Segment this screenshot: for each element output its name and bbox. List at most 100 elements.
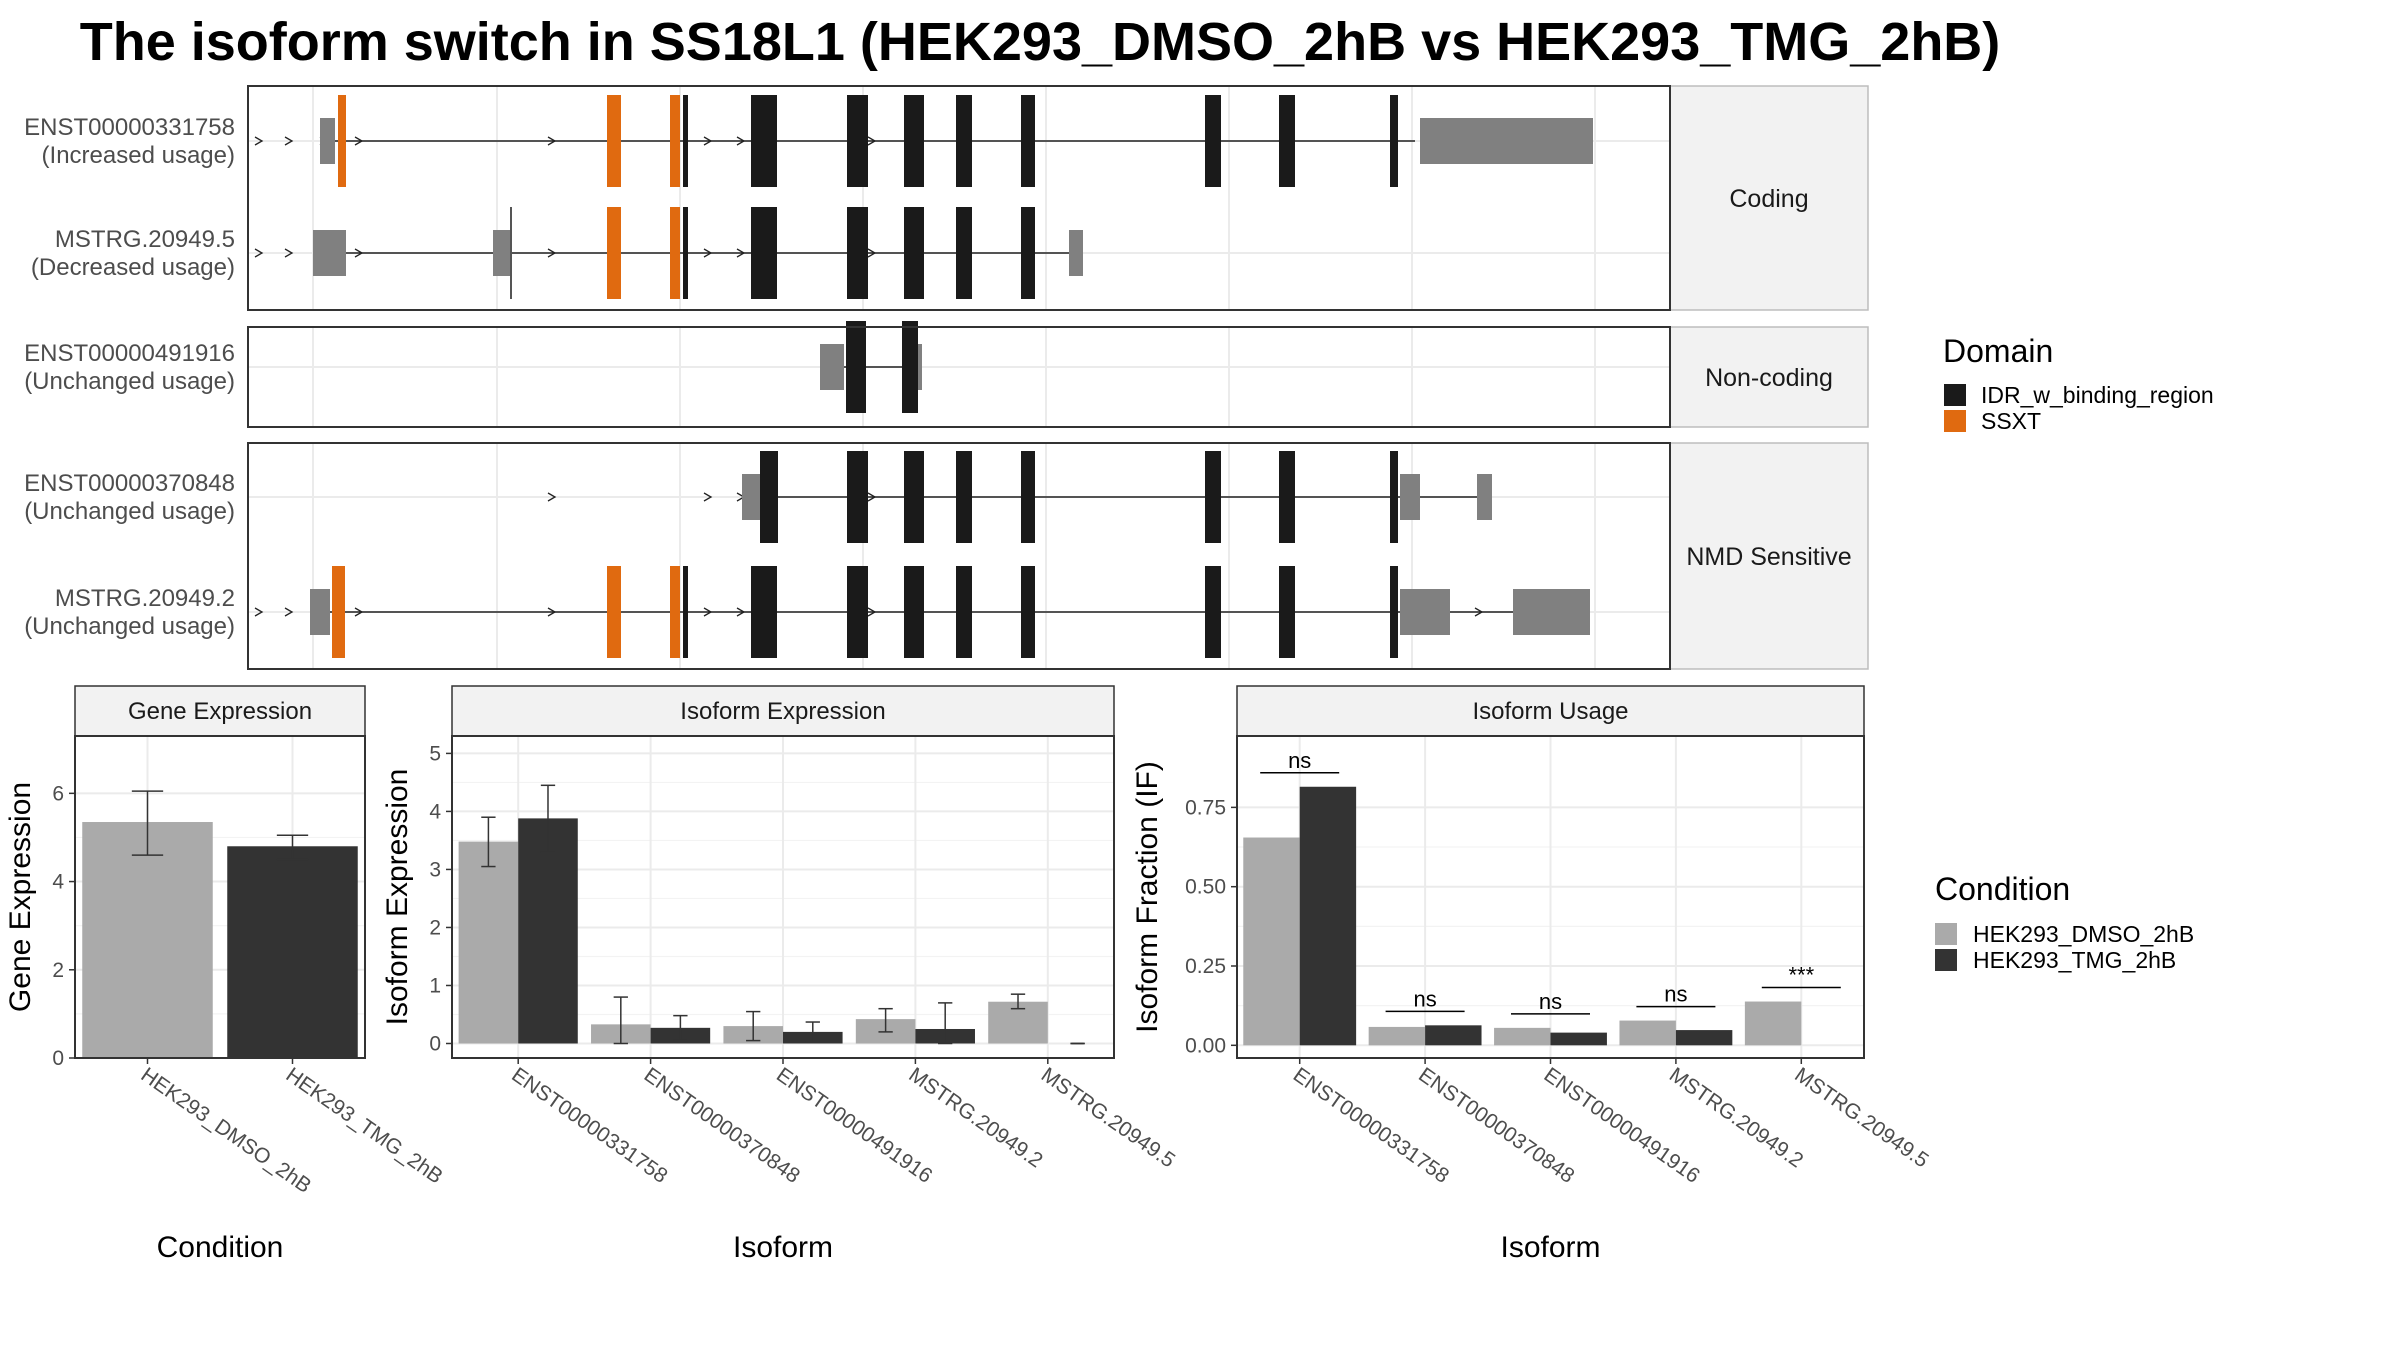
- bar: [227, 846, 358, 1058]
- chart-title: Isoform Expression: [680, 698, 885, 725]
- utr-exon: [1400, 474, 1420, 520]
- facet-background: [248, 327, 1670, 427]
- transcript-track: ENST00000370848(Unchanged usage): [24, 451, 1492, 543]
- facet-border: [247, 326, 1671, 428]
- idr-domain-exon: [1279, 566, 1295, 658]
- y-tick-label: 2: [429, 916, 441, 939]
- bar: [82, 822, 213, 1058]
- intron-arrow: [867, 607, 877, 617]
- transcript-track: MSTRG.20949.2(Unchanged usage): [24, 566, 1590, 658]
- y-tick-label: 0.25: [1185, 955, 1226, 978]
- intron-arrow: [547, 248, 557, 258]
- utr-exon: [1477, 474, 1492, 520]
- facet-border: [247, 442, 1671, 670]
- bar: [1550, 1032, 1607, 1046]
- ssxt-domain-exon: [338, 95, 346, 187]
- idr-domain-exon: [956, 95, 972, 187]
- intron-arrow: [703, 492, 713, 502]
- facet-strip: [1669, 326, 1869, 428]
- legend-entry: HEK293_TMG_2hB: [1973, 947, 2176, 973]
- intron-arrow: [703, 136, 713, 146]
- intron-arrow: [254, 607, 264, 617]
- bar: [1619, 1020, 1676, 1046]
- bar: [1744, 1001, 1802, 1046]
- isoform-usage-chart: Isoform Usage 0.00 0.25 0.50 0.75 ns ns ns ns ***…: [1131, 685, 1933, 1264]
- y-tick-label: 4: [429, 800, 441, 823]
- idr-domain-exon: [751, 566, 777, 658]
- transcript-id: ENST00000491916: [24, 340, 235, 367]
- utr-exon: [742, 474, 760, 520]
- y-axis-title: Gene Expression: [4, 782, 37, 1012]
- plot-border: [1236, 735, 1865, 1059]
- y-tick-label: 0: [429, 1032, 441, 1055]
- y-tick-label: 0.75: [1185, 796, 1226, 819]
- isoform-expression-chart: Isoform Expression012345ENST00000331758E…: [381, 685, 1179, 1264]
- x-axis-title: Isoform: [1500, 1231, 1600, 1264]
- idr-domain-exon: [847, 207, 868, 299]
- transcript-id: MSTRG.20949.2: [55, 585, 235, 612]
- ssxt-domain-exon: [670, 95, 680, 187]
- legend-entry: SSXT: [1981, 408, 2041, 434]
- idr-domain-exon: [1279, 451, 1295, 543]
- idr-domain-exon: [956, 207, 972, 299]
- ssxt-domain-exon: [670, 207, 680, 299]
- intron-arrow: [867, 136, 877, 146]
- idr-domain-exon: [904, 566, 924, 658]
- intron-arrow: [354, 248, 364, 258]
- idr-domain-exon: [1390, 95, 1398, 187]
- intron-arrow: [867, 492, 877, 502]
- transcript-track: ENST00000331758(Increased usage): [24, 95, 1593, 187]
- intron-arrow: [547, 492, 557, 502]
- utr-exon: [320, 118, 335, 164]
- y-tick-label: 0.00: [1185, 1034, 1226, 1057]
- y-tick-label: 1: [429, 974, 441, 997]
- x-axis-title: Isoform: [733, 1231, 833, 1264]
- chart-strip: [451, 685, 1115, 737]
- intron-arrow: [547, 136, 557, 146]
- idr-domain-exon: [904, 95, 924, 187]
- idr-domain-exon: [1021, 95, 1035, 187]
- transcript-usage: (Unchanged usage): [24, 498, 235, 525]
- intron-arrow: [354, 136, 364, 146]
- transcript-usage: (Increased usage): [42, 142, 235, 169]
- utr-exon: [1420, 118, 1593, 164]
- y-tick-label: 0.50: [1185, 876, 1226, 899]
- ssxt-domain-exon: [607, 207, 621, 299]
- idr-domain-exon: [902, 321, 918, 413]
- plot-border: [451, 735, 1115, 1059]
- intron-arrow: [284, 136, 294, 146]
- facet-border: [247, 85, 1671, 311]
- x-tick-label: MSTRG.20949.2: [905, 1063, 1047, 1172]
- y-tick-label: 0: [52, 1047, 64, 1070]
- facet-label: Non-coding: [1705, 364, 1833, 392]
- legend-swatch: [1935, 949, 1957, 971]
- y-tick-label: 6: [52, 782, 64, 805]
- idr-domain-exon: [1390, 566, 1398, 658]
- intron-arrow: [254, 136, 264, 146]
- idr-domain-exon: [1021, 207, 1035, 299]
- transcript-id: MSTRG.20949.5: [55, 226, 235, 253]
- intron-arrow: [703, 248, 713, 258]
- utr-exon: [1513, 589, 1590, 635]
- significance-label: ns: [1288, 748, 1311, 773]
- idr-domain-exon: [1205, 566, 1221, 658]
- ssxt-domain-exon: [332, 566, 345, 658]
- utr-exon: [310, 589, 330, 635]
- legend-entry: HEK293_DMSO_2hB: [1973, 921, 2194, 947]
- y-tick-label: 5: [429, 742, 441, 765]
- idr-domain-exon: [1021, 566, 1035, 658]
- idr-domain-exon: [956, 451, 972, 543]
- significance-label: ns: [1413, 986, 1436, 1011]
- utr-exon: [1069, 230, 1083, 276]
- idr-domain-exon: [847, 566, 868, 658]
- chart-strip: [74, 685, 366, 737]
- utr-exon: [820, 344, 844, 390]
- idr-domain-exon: [683, 95, 688, 187]
- bar: [1675, 1030, 1733, 1046]
- intron-arrow: [284, 248, 294, 258]
- x-tick-label: MSTRG.20949.5: [1790, 1063, 1932, 1172]
- x-tick-label: MSTRG.20949.5: [1037, 1063, 1179, 1172]
